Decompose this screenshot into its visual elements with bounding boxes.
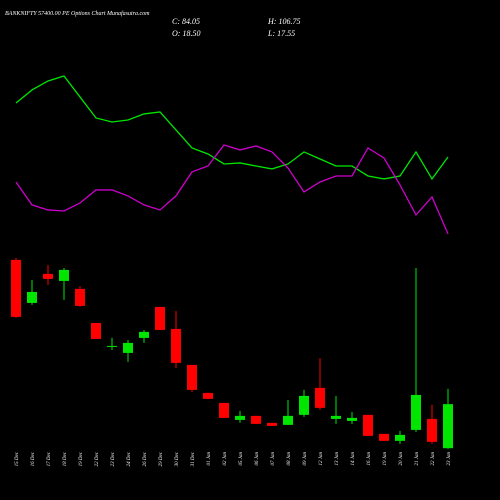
x-tick-label: 02 Jan <box>223 452 228 466</box>
x-tick-label: 05 Jan <box>239 452 244 466</box>
x-tick-label: 20 Jan <box>399 452 404 466</box>
candle-body <box>443 404 453 449</box>
candle-body <box>283 415 293 425</box>
candle-body <box>251 415 261 424</box>
candle-body <box>11 259 21 317</box>
candle-body <box>235 415 245 420</box>
candle-body <box>123 342 133 353</box>
x-tick-label: 29 Dec <box>159 451 164 466</box>
indicator-line <box>15 75 449 181</box>
low-label: L: 17.55 <box>267 29 295 38</box>
candle-body <box>299 395 309 415</box>
x-tick-label: 15 Dec <box>15 451 20 466</box>
x-tick-label: 19 Dec <box>79 451 84 466</box>
candle-body <box>267 422 277 426</box>
candle-body <box>107 345 117 347</box>
candle-body <box>171 328 181 363</box>
x-tick-label: 23 Dec <box>111 451 116 466</box>
candle-body <box>411 394 421 430</box>
candle-body <box>379 433 389 441</box>
x-tick-label: 26 Dec <box>143 451 148 466</box>
x-tick-label: 14 Jan <box>351 452 356 466</box>
indicator-line <box>15 144 449 235</box>
candle-body <box>427 418 437 442</box>
x-tick-label: 17 Dec <box>47 451 52 466</box>
candle-body <box>59 269 69 281</box>
x-tick-label: 23 Jan <box>447 452 452 466</box>
high-label: H: 106.75 <box>267 17 300 26</box>
x-tick-label: 12 Jan <box>319 452 324 466</box>
candle-body <box>331 415 341 419</box>
candle-body <box>347 417 357 421</box>
x-tick-label: 21 Jan <box>415 452 420 466</box>
candle-body <box>315 387 325 408</box>
x-tick-label: 01 Jan <box>207 452 212 466</box>
chart-title: BANKNIFTY 57400.00 PE Options Chart Muna… <box>5 10 150 17</box>
x-tick-label: 13 Jan <box>335 452 340 466</box>
x-tick-label: 08 Jan <box>287 452 292 466</box>
x-tick-label: 22 Dec <box>95 451 100 466</box>
candle-body <box>27 291 37 303</box>
candle-body <box>43 273 53 279</box>
candle-body <box>203 392 213 399</box>
x-tick-label: 06 Jan <box>255 452 260 466</box>
candle-body <box>75 288 85 306</box>
x-tick-label: 22 Jan <box>431 452 436 466</box>
x-tick-label: 31 Dec <box>191 451 196 466</box>
candle-body <box>187 364 197 390</box>
close-label: C: 84.05 <box>172 17 200 26</box>
candle-body <box>395 434 405 441</box>
x-tick-label: 18 Dec <box>63 451 68 466</box>
candle-body <box>155 306 165 330</box>
x-tick-label: 07 Jan <box>271 452 276 466</box>
x-tick-label: 16 Jan <box>367 452 372 466</box>
x-tick-label: 19 Jan <box>383 452 388 466</box>
candle-body <box>139 331 149 338</box>
x-tick-label: 30 Dec <box>175 451 180 466</box>
open-label: O: 18.50 <box>172 29 200 38</box>
candle-body <box>363 414 373 436</box>
x-tick-label: 09 Jan <box>303 452 308 466</box>
x-tick-label: 16 Dec <box>31 451 36 466</box>
candle-body <box>219 402 229 418</box>
candle-body <box>91 322 101 339</box>
x-tick-label: 24 Dec <box>127 451 132 466</box>
